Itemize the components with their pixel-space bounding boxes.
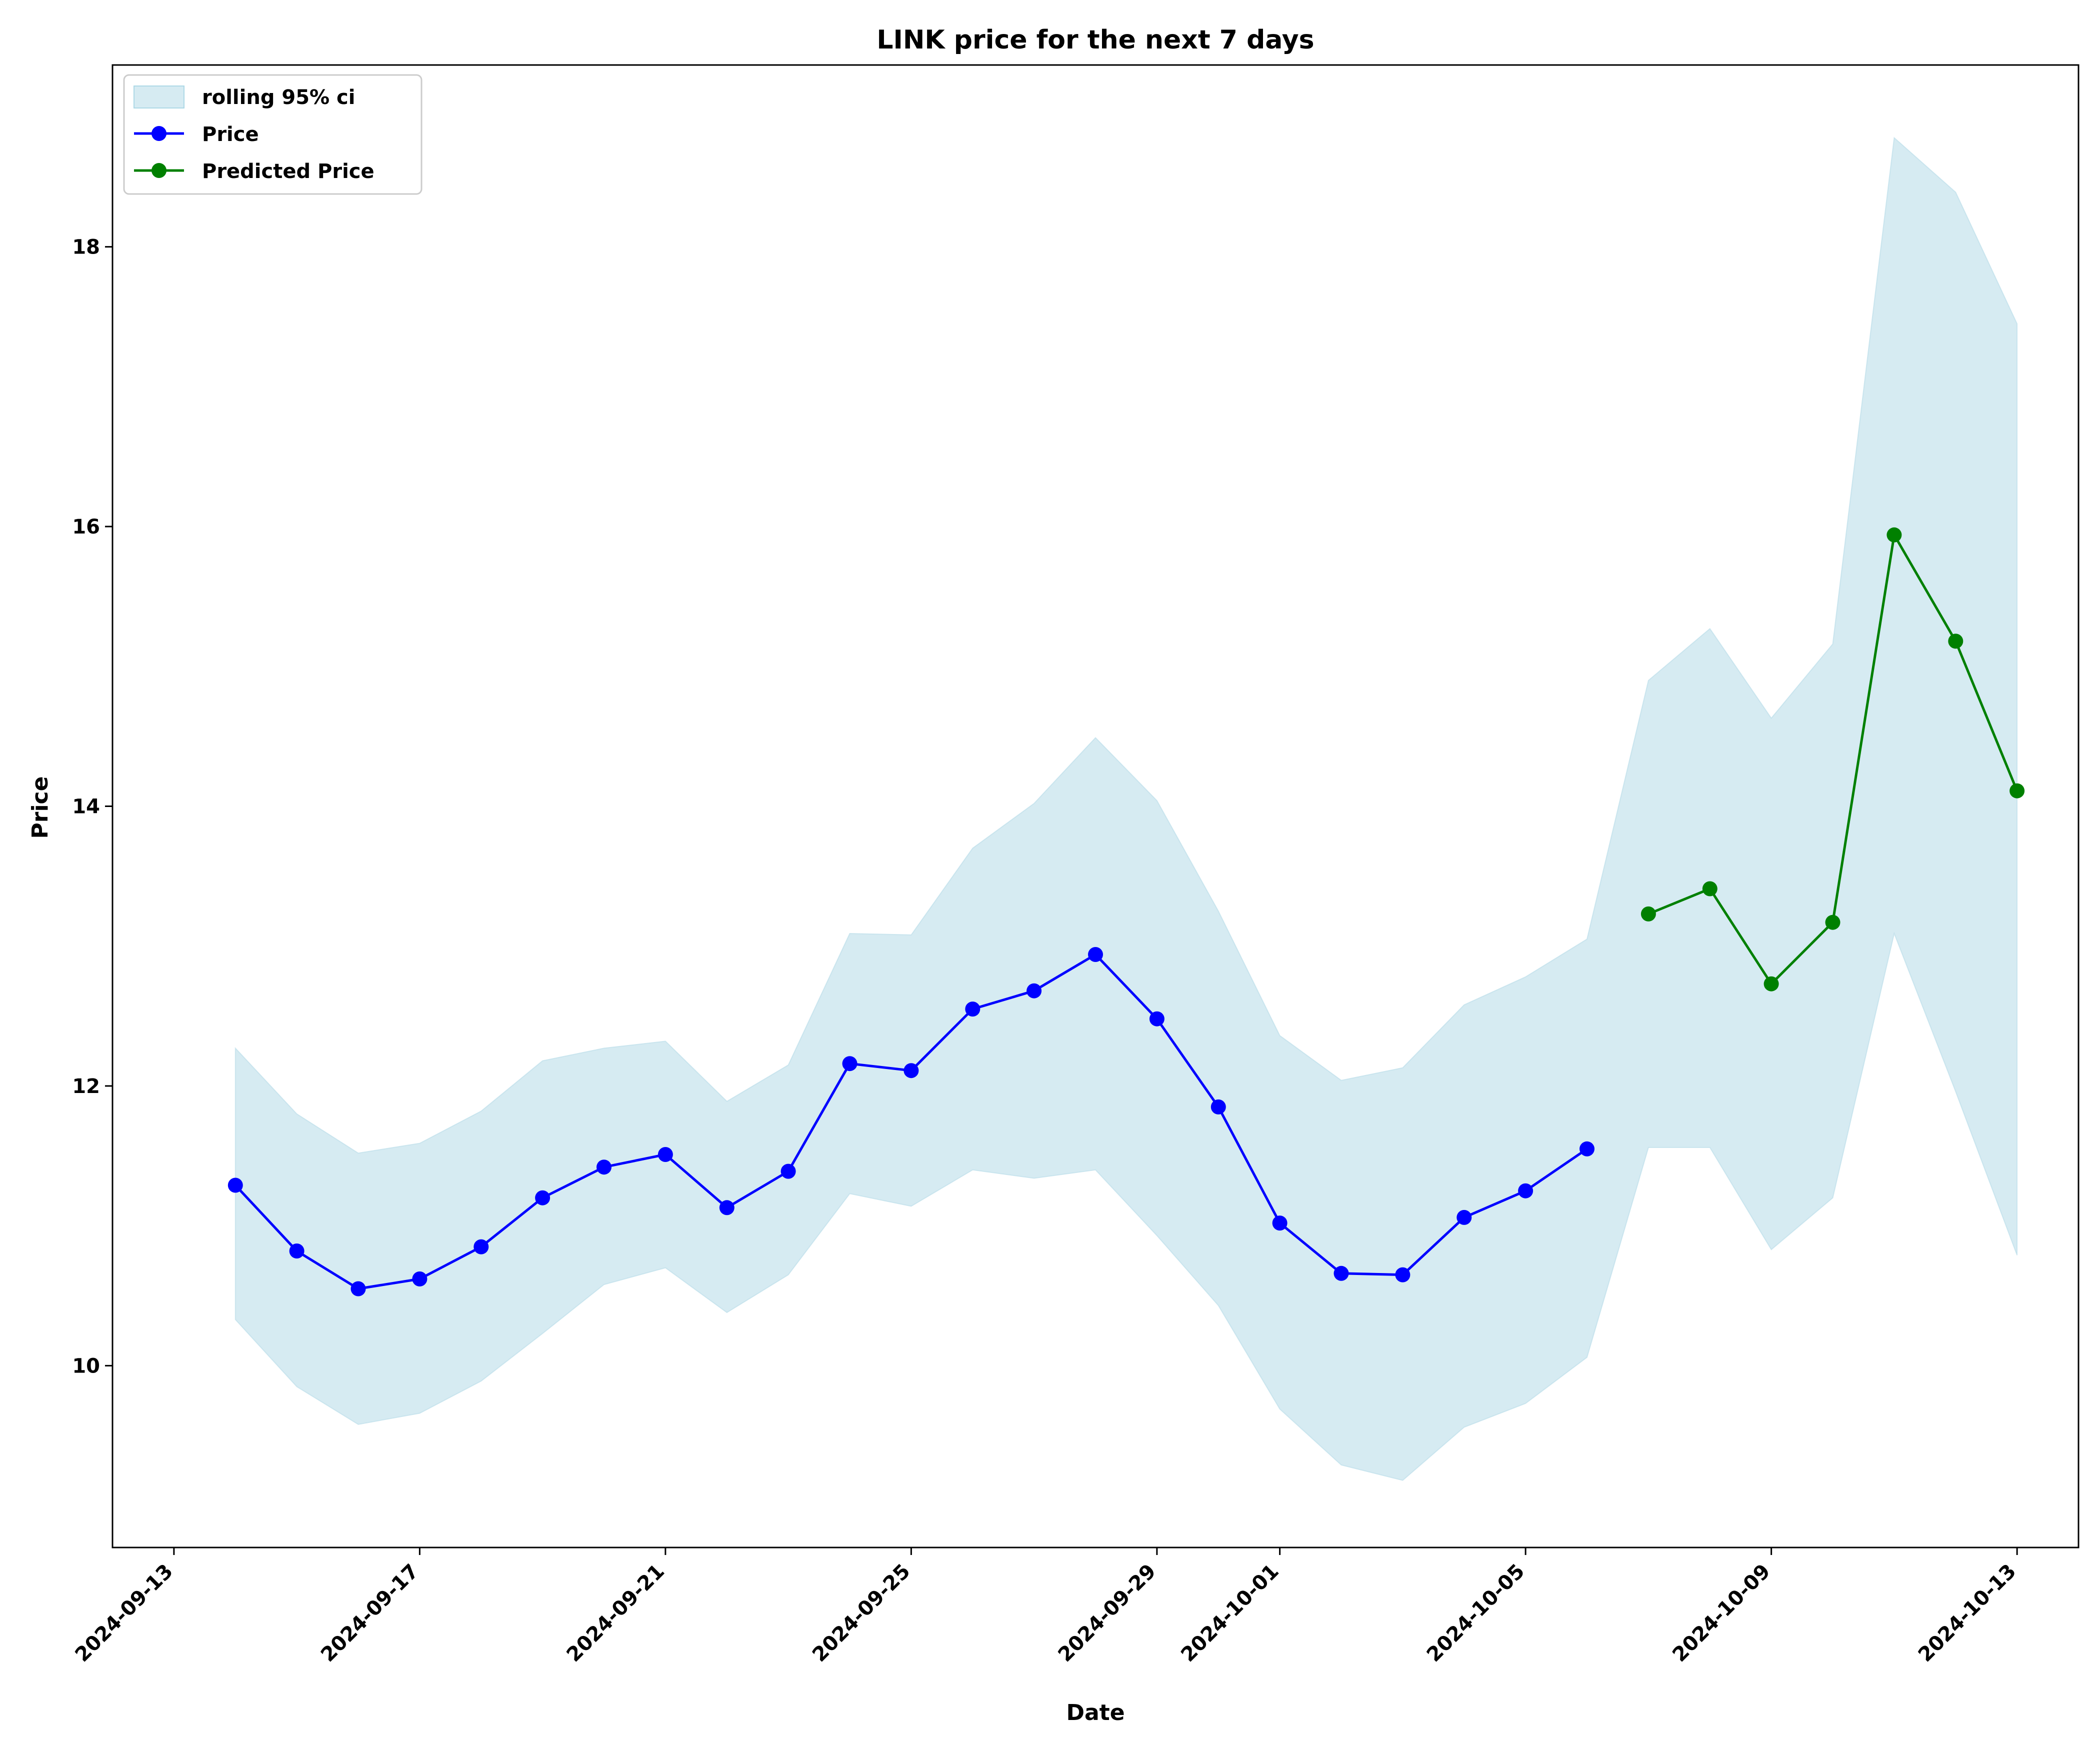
- predicted-price-point: [1886, 527, 1902, 542]
- y-tick-label: 12: [72, 1075, 100, 1098]
- price-point: [474, 1239, 489, 1254]
- price-point: [596, 1160, 612, 1175]
- series-layer: [228, 527, 2025, 1296]
- x-axis-label: Date: [1066, 1700, 1124, 1726]
- y-axis-label: Price: [28, 776, 53, 839]
- y-tick-label: 14: [72, 796, 100, 818]
- predicted-price-point: [2010, 783, 2025, 798]
- confidence-band-area: [234, 136, 2018, 1481]
- price-point: [1580, 1141, 1594, 1156]
- price-point: [658, 1147, 673, 1162]
- y-axis-ticks: 10 12 14 16 18: [72, 236, 112, 1378]
- price-point: [1088, 947, 1103, 962]
- price-point: [1334, 1266, 1349, 1281]
- predicted-price-point: [1948, 634, 1964, 649]
- price-point: [350, 1281, 366, 1296]
- y-tick-label: 10: [72, 1354, 100, 1378]
- predicted-price-point: [1764, 976, 1779, 992]
- price-point: [965, 1002, 980, 1017]
- predicted-price-point: [1702, 881, 1718, 896]
- legend-label-price: Price: [202, 123, 259, 146]
- price-point: [1518, 1183, 1534, 1198]
- legend: rolling 95% ci Price Predicted Price: [123, 74, 422, 195]
- price-point: [780, 1164, 796, 1179]
- legend-label-band: rolling 95% ci: [202, 86, 355, 109]
- price-point: [842, 1056, 858, 1072]
- price-point: [1026, 983, 1042, 998]
- price-point: [1456, 1210, 1472, 1225]
- chart-title: LINK price for the next 7 days: [876, 25, 1314, 55]
- predicted-price-point: [1640, 906, 1656, 922]
- price-point: [1272, 1216, 1288, 1231]
- legend-band-swatch: [134, 86, 184, 108]
- predicted-price-point: [1825, 914, 1840, 930]
- price-point: [1149, 1011, 1164, 1026]
- legend-frame: [123, 74, 422, 195]
- price-point: [289, 1244, 304, 1258]
- price-point: [719, 1200, 734, 1216]
- price-point: [535, 1190, 550, 1206]
- legend-marker-predicted-price: [152, 163, 166, 178]
- price-point: [1395, 1267, 1410, 1282]
- price-point: [412, 1271, 428, 1286]
- price-point: [228, 1178, 243, 1193]
- price-point: [1210, 1099, 1226, 1114]
- y-tick-label: 18: [72, 236, 100, 259]
- legend-marker-price: [152, 126, 166, 141]
- price-point: [904, 1063, 919, 1078]
- confidence-band-layer: [234, 136, 2018, 1481]
- y-tick-label: 16: [72, 516, 100, 538]
- legend-label-predicted-price: Predicted Price: [202, 160, 374, 183]
